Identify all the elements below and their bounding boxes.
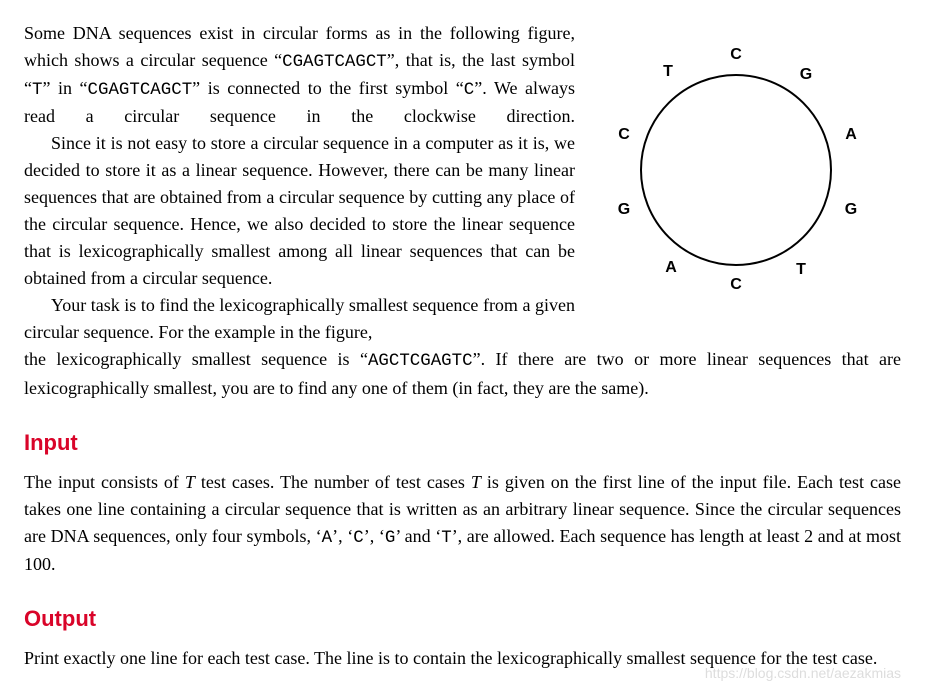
sequence-letter-5: C [730, 273, 742, 297]
problem-paragraph-4: the lexicographically smallest sequence … [24, 346, 901, 401]
sequence-letter-6: A [665, 256, 677, 280]
output-heading: Output [24, 602, 901, 635]
problem-paragraph-3: Your task is to find the lexicographical… [24, 292, 575, 346]
sequence-letter-7: G [618, 198, 630, 222]
problem-paragraph-1: Some DNA sequences exist in circular for… [24, 20, 575, 130]
problem-paragraph-2: Since it is not easy to store a circular… [24, 130, 575, 292]
input-text: The input consists of T test cases. The … [24, 469, 901, 578]
sequence-letter-4: T [796, 258, 806, 282]
circle-svg [606, 30, 866, 310]
sequence-letter-1: G [800, 63, 812, 87]
problem-text-column: Some DNA sequences exist in circular for… [24, 20, 575, 346]
sequence-letter-0: C [730, 43, 742, 67]
circular-sequence-diagram: CGAGTCAGCT [606, 30, 866, 290]
figure-column: CGAGTCAGCT [591, 20, 901, 290]
sequence-letter-3: G [845, 198, 857, 222]
input-heading: Input [24, 426, 901, 459]
sequence-circle [641, 75, 831, 265]
sequence-letter-2: A [845, 123, 857, 147]
sequence-letter-8: C [618, 123, 630, 147]
watermark-text: https://blog.csdn.net/aezakmias [705, 663, 901, 684]
sequence-letter-9: T [663, 60, 673, 84]
